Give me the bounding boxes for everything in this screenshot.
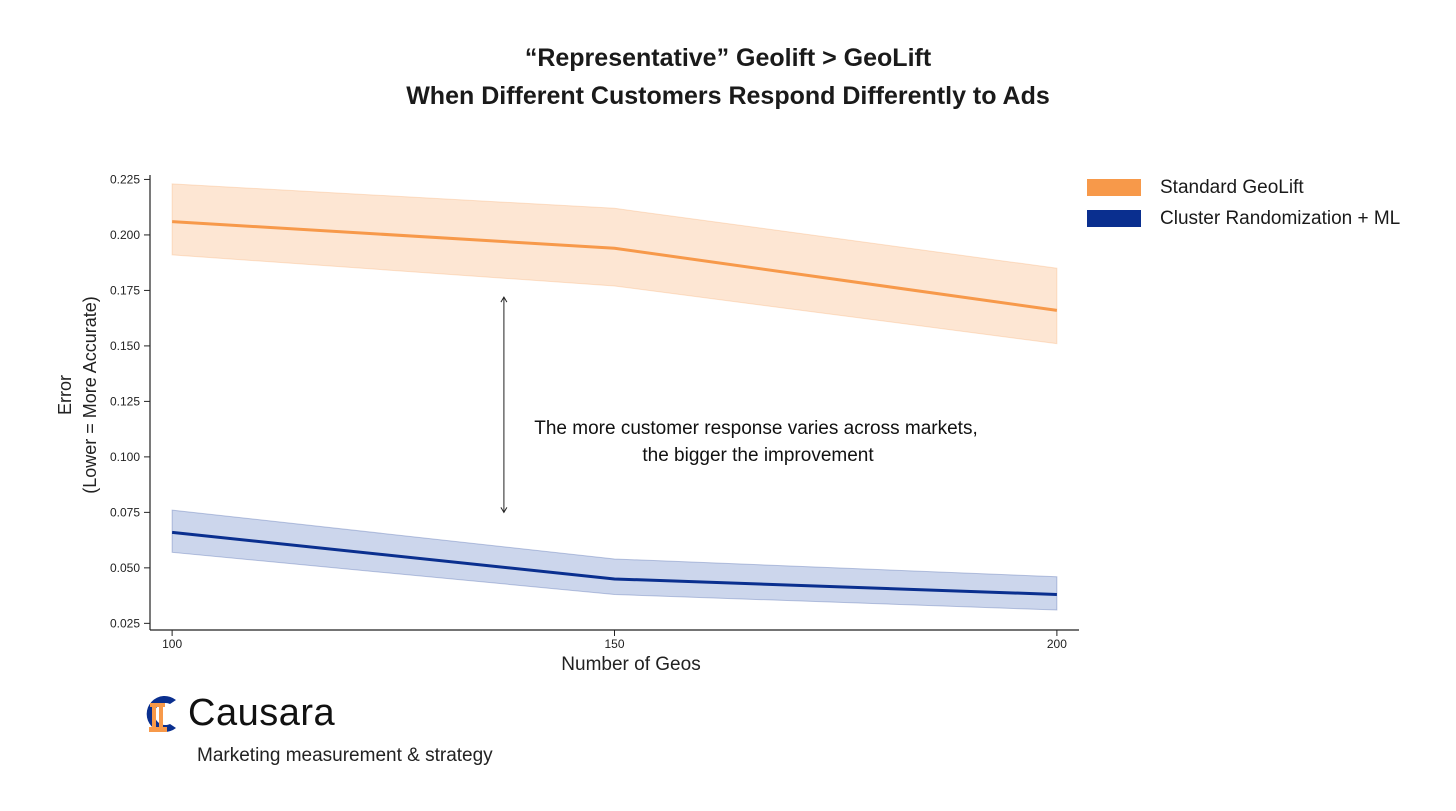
brand-name: Causara (188, 692, 336, 734)
brand-tagline: Marketing measurement & strategy (197, 745, 493, 766)
legend-swatch-orange (1087, 179, 1141, 196)
x-tick-label: 150 (604, 637, 624, 651)
confidence-band-0 (171, 183, 1058, 345)
y-tick-label: 0.225 (110, 172, 140, 186)
confidence-band-1 (171, 509, 1058, 611)
legend-swatch-blue (1087, 210, 1141, 227)
brand-logo: Causara (140, 692, 335, 735)
legend-label: Cluster Randomization + ML (1160, 207, 1401, 229)
chart-title-line-2: When Different Customers Respond Differe… (406, 82, 1050, 110)
legend-item-standard-geolift: Standard GeoLift (1087, 172, 1400, 203)
y-tick-label: 0.125 (110, 394, 140, 408)
y-tick-label: 0.175 (110, 283, 140, 297)
annotation-text-line-2: the bigger the improvement (642, 445, 874, 466)
x-axis-label: Number of Geos (561, 654, 700, 675)
x-tick-label: 100 (162, 637, 182, 651)
y-axis-label-line-1: Error (55, 375, 75, 415)
y-tick-label: 0.050 (110, 561, 140, 575)
y-tick-label: 0.200 (110, 228, 140, 242)
chart-title-line-1: “Representative” Geolift > GeoLift (524, 44, 932, 72)
annotation-arrow-head-bottom (500, 507, 508, 514)
legend-label: Standard GeoLift (1160, 176, 1304, 198)
y-axis-label-line-2: (Lower = More Accurate) (80, 296, 100, 494)
y-tick-label: 0.150 (110, 339, 140, 353)
x-tick-label: 200 (1047, 637, 1067, 651)
annotation-arrow-head-top (500, 296, 508, 303)
causara-logo-icon (146, 695, 176, 732)
annotation-text-line-1: The more customer response varies across… (534, 418, 978, 439)
chart-legend: Standard GeoLift Cluster Randomization +… (1087, 172, 1400, 234)
y-tick-label: 0.025 (110, 616, 140, 630)
y-tick-label: 0.075 (110, 505, 140, 519)
y-tick-label: 0.100 (110, 450, 140, 464)
legend-item-cluster-randomization: Cluster Randomization + ML (1087, 203, 1400, 234)
